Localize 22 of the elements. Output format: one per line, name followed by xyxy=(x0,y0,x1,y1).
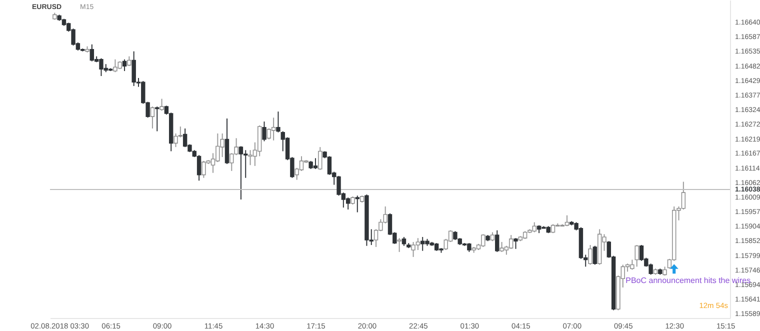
candlestick xyxy=(346,197,350,210)
candlestick xyxy=(224,118,230,164)
candlestick xyxy=(266,128,272,140)
candlestick xyxy=(271,117,276,141)
candlestick xyxy=(514,238,518,250)
candlestick xyxy=(592,245,598,266)
candlestick xyxy=(495,230,500,252)
candlestick xyxy=(160,98,164,112)
candlestick xyxy=(355,195,360,213)
candlestick xyxy=(90,44,94,62)
candlestick xyxy=(634,244,639,268)
candlestick xyxy=(150,106,155,129)
candlestick xyxy=(122,58,127,72)
candlestick xyxy=(588,244,592,266)
candlestick xyxy=(318,146,322,170)
candlestick xyxy=(238,146,244,200)
candlestick xyxy=(397,238,402,252)
candlestick xyxy=(127,56,132,67)
candlestick xyxy=(276,111,280,133)
candlestick xyxy=(196,154,202,182)
candlestick xyxy=(262,121,266,142)
candlestick xyxy=(508,234,514,250)
